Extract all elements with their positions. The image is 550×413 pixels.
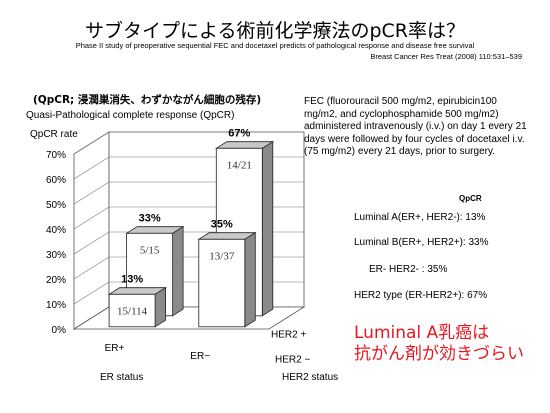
chart-left-wall [73, 131, 110, 330]
subtype-rate-luminal-a: Luminal A(ER+, HER2-): 13% [354, 212, 486, 223]
y-tick-label: 20% [46, 275, 66, 286]
conclusion-line-2: 抗がん剤が効きづらい [354, 344, 524, 364]
z-category-label: HER2 − [275, 355, 310, 366]
regimen-description: FEC (fluorouracil 500 mg/m2, epirubicin1… [304, 96, 527, 157]
qpcr-column-header: QpCR [459, 194, 482, 203]
gridline [73, 131, 304, 155]
bar-side [154, 286, 167, 328]
y-tick-label: 40% [46, 225, 66, 236]
y-axis-label: QpCR rate [30, 129, 78, 140]
z-axis-label: HER2 status [282, 372, 338, 383]
qpcr-note: (QpCR; 浸潤巣消失、わずかながん細胞の残存) [33, 94, 262, 106]
bar [108, 293, 156, 328]
conclusion-line-1: Luminal A乳癌は [354, 323, 490, 343]
citation: Breast Cancer Res Treat (2008) 110:531–5… [370, 52, 522, 61]
z-category-label: HER2 + [271, 330, 306, 341]
subtype-rate-luminal-b: Luminal B(ER+, HER2+): 33% [354, 237, 489, 248]
bar-count-label: 15/114 [117, 305, 148, 317]
subtype-rate-her2: HER2 type (ER-HER2+): 67% [354, 290, 488, 301]
study-subtitle: Phase II study of preoperative sequentia… [75, 41, 475, 50]
y-tick-label: 0% [52, 325, 67, 336]
y-tick-label: 70% [46, 150, 66, 161]
bar-side [172, 225, 184, 317]
x-category-label: ER− [190, 351, 210, 362]
bar-value-label: 33% [139, 213, 161, 225]
subtype-rate-triple-negative: ER- HER2- : 35% [369, 264, 448, 275]
bar-value-label: 67% [228, 128, 250, 140]
bar-value-label: 35% [211, 219, 233, 231]
y-tick-label: 30% [46, 250, 66, 261]
bar-count-label: 13/37 [209, 250, 235, 262]
y-tick-label: 60% [46, 175, 66, 186]
bar-value-label: 13% [121, 274, 143, 286]
x-category-label: ER+ [105, 343, 125, 354]
bar [198, 238, 246, 328]
bar-count-label: 14/21 [227, 159, 252, 171]
qpcr-description: Quasi-Pathological complete response (Qp… [26, 110, 235, 121]
slide-title: サブタイプによる術前化学療法のpCR率は？ [85, 20, 465, 42]
bar-side [244, 231, 256, 328]
y-tick-label: 10% [46, 300, 66, 311]
x-axis-label: ER status [100, 372, 143, 383]
bar-side [261, 140, 274, 317]
bar-count-label: 5/15 [140, 244, 160, 256]
y-tick-label: 50% [46, 200, 66, 211]
